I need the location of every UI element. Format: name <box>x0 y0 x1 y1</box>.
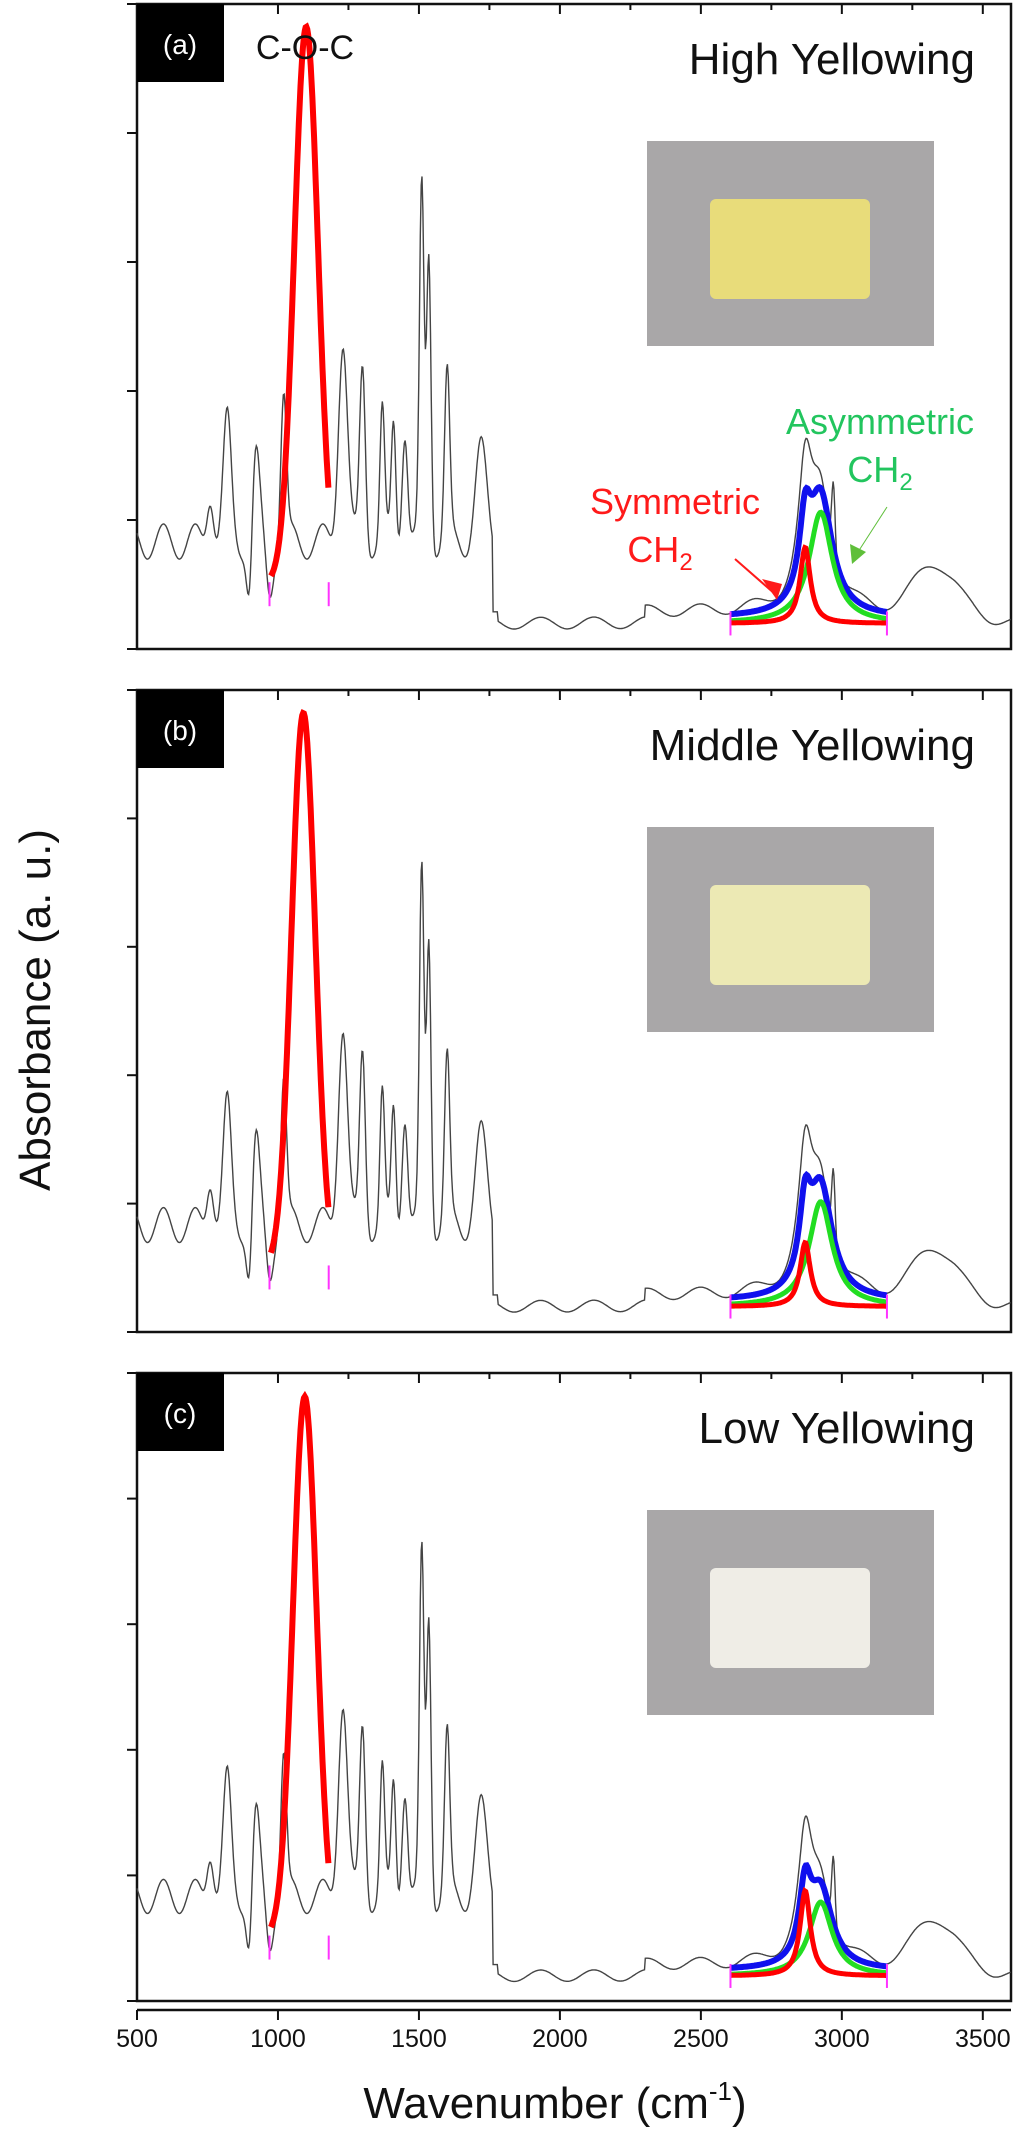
x-axis-title: Wavenumber (cm-1) <box>363 2076 746 2128</box>
subscript: 2 <box>899 469 912 496</box>
spectrum-line <box>136 1541 1011 1983</box>
y-axis-title: Absorbance (a. u.) <box>11 829 60 1191</box>
panel-c: (c) Low Yellowing <box>127 1371 1013 2003</box>
sample-foam <box>710 199 870 299</box>
panel-title: Low Yellowing <box>699 1404 975 1453</box>
plot-frame <box>135 688 1013 1334</box>
sym-ch2-curve <box>730 1239 887 1309</box>
x-axis-title-base: Wavenumber (cm <box>363 2079 709 2128</box>
x-tick-label: 3000 <box>814 2025 870 2053</box>
x-tick-label: 2500 <box>673 2025 729 2053</box>
panel-tag: (c) <box>164 1398 197 1429</box>
sym-arrow-head <box>762 579 782 600</box>
asym-ch2-label: Asymmetric <box>786 401 974 442</box>
x-tick-label: 2000 <box>532 2025 588 2053</box>
panel-tag: (a) <box>163 29 197 60</box>
ch2-envelope-curve <box>730 483 888 618</box>
x-tick-label: 3500 <box>955 2025 1011 2053</box>
asym-arrow-head <box>850 544 866 564</box>
panel-tag: (b) <box>163 715 197 746</box>
coc-fit-curve <box>268 22 332 578</box>
panel-tag-box <box>137 1373 224 1451</box>
x-tick-label: 1500 <box>391 2025 447 2053</box>
sym-ch2-curve <box>730 1886 887 1978</box>
sym-ch2-curve <box>730 544 887 626</box>
sample-foam <box>710 1568 870 1668</box>
x-axis-title-tail: ) <box>732 2079 747 2128</box>
x-axis: 500 1000 1500 2000 2500 3000 3500 <box>116 2008 1011 2053</box>
sample-foam <box>710 885 870 985</box>
panel-title: High Yellowing <box>689 35 975 84</box>
panel-b: (b) Middle Yellowing <box>127 688 1013 1334</box>
x-axis-title-sup: -1 <box>709 2076 732 2106</box>
coc-annotation: C-O-C <box>256 29 354 67</box>
panel-tag-box <box>137 690 224 768</box>
panel-tag-box <box>137 4 224 82</box>
asym-ch2-formula: CH2 <box>847 449 912 496</box>
ch2-envelope-curve <box>730 1862 888 1971</box>
subscript: 2 <box>679 549 692 576</box>
panel-title: Middle Yellowing <box>650 721 975 770</box>
plot-frame <box>135 1371 1013 2003</box>
x-tick-label: 1000 <box>250 2025 306 2053</box>
x-tick-label: 500 <box>116 2025 158 2053</box>
sym-ch2-label: Symmetric <box>590 481 760 522</box>
panel-a: (a) High Yellowing C-O-C Symmetric CH2 Asymme… <box>127 2 1013 651</box>
asym-arrow <box>857 506 888 553</box>
plot-frame <box>135 2 1013 651</box>
spectrum-line <box>136 176 1011 630</box>
sym-ch2-formula: CH2 <box>627 529 692 576</box>
coc-fit-curve <box>268 708 332 1254</box>
coc-fit-curve <box>268 1390 332 1929</box>
sym-arrow <box>734 558 776 595</box>
ch2-envelope-curve <box>730 1170 888 1301</box>
